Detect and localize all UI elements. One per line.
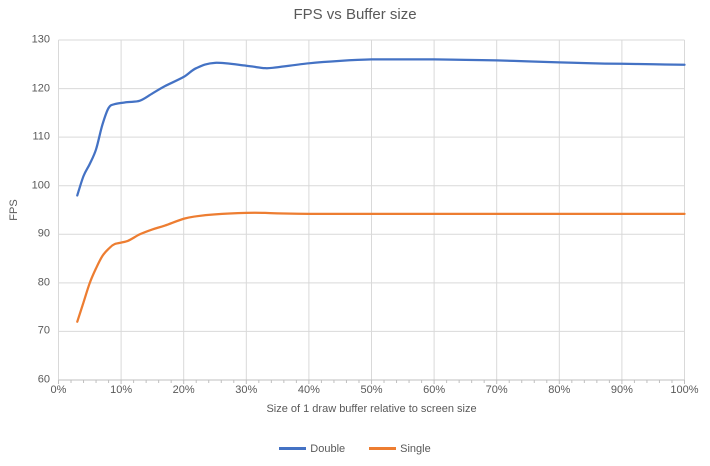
x-tick-label: 90%: [610, 384, 633, 396]
y-tick-label: 90: [37, 227, 50, 240]
legend-label: Double: [310, 442, 346, 455]
x-tick-label: 80%: [548, 384, 571, 396]
y-tick-label: 100: [31, 179, 50, 192]
legend-item-double: Double: [279, 443, 345, 455]
legend: Double Single: [0, 441, 710, 456]
x-tick-label: 40%: [297, 384, 320, 396]
x-tick-label: 60%: [423, 384, 446, 396]
series-line-double: [76, 58, 686, 197]
legend-label: Single: [400, 442, 431, 455]
x-axis-title: Size of 1 draw buffer relative to screen…: [266, 403, 477, 415]
x-tick-label: 0%: [50, 384, 67, 396]
legend-line-swatch: [369, 447, 397, 450]
x-tick-label: 20%: [172, 384, 195, 396]
x-tick-label: 50%: [360, 384, 383, 396]
x-tick-label: 30%: [235, 384, 258, 396]
y-tick-label: 120: [31, 82, 50, 95]
y-tick-label: 110: [32, 130, 50, 143]
x-tick-label: 70%: [485, 384, 508, 396]
y-tick-label: 80: [37, 276, 50, 289]
legend-line-swatch: [279, 447, 307, 450]
y-tick-label: 70: [37, 324, 50, 337]
x-tick-label: 100%: [670, 384, 699, 396]
legend-item-single: Single: [369, 443, 431, 455]
x-tick-label: 10%: [110, 384, 133, 396]
y-tick-label: 60: [37, 373, 50, 386]
y-axis-title: FPS: [8, 199, 20, 221]
y-tick-label: 130: [31, 33, 50, 46]
chart-title: FPS vs Buffer size: [293, 6, 417, 23]
series-line-single: [76, 211, 686, 323]
